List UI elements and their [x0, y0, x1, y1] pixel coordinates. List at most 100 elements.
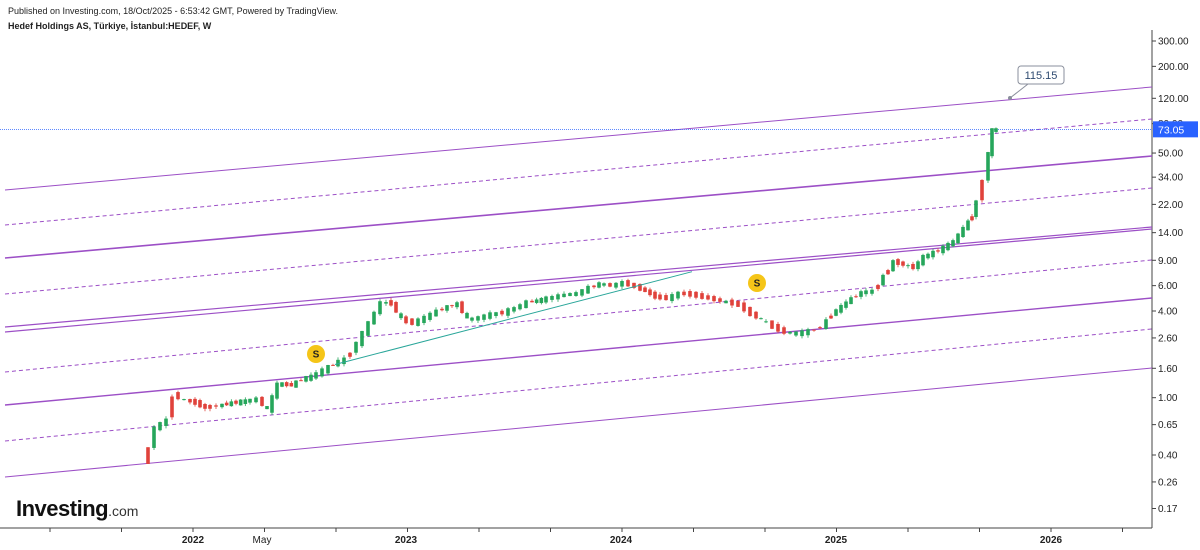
candle: [534, 297, 539, 305]
y-tick-label: 9.00: [1158, 256, 1178, 267]
candle: [580, 289, 584, 298]
candle-body: [664, 295, 668, 301]
candle: [921, 253, 925, 267]
candle-body: [320, 368, 324, 377]
candle: [500, 309, 504, 317]
candle: [331, 363, 335, 366]
candle-body: [530, 300, 534, 303]
candle: [539, 297, 544, 305]
y-tick-label: 22.00: [1158, 200, 1183, 211]
candle: [506, 307, 510, 319]
candle-body: [512, 307, 516, 312]
candle: [544, 295, 548, 305]
channel-line: [4, 367, 1153, 478]
trend-line: [334, 271, 693, 365]
candle: [170, 394, 174, 420]
candle: [326, 364, 330, 376]
candle-body: [643, 287, 647, 293]
candle-body: [700, 293, 704, 299]
candle: [951, 238, 955, 248]
candle: [736, 300, 740, 307]
candle-body: [445, 305, 449, 311]
candle-body: [470, 317, 474, 321]
candle-body: [941, 245, 945, 254]
candle-body: [824, 319, 828, 329]
candle: [220, 403, 224, 409]
candle-body: [270, 395, 274, 413]
candle: [524, 299, 528, 309]
candle: [911, 261, 915, 271]
candle: [946, 241, 950, 252]
candle: [275, 380, 279, 401]
candle-body: [410, 318, 414, 325]
target-label: 115.15: [1025, 70, 1058, 82]
candle-body: [620, 281, 624, 287]
y-tick-label: 4.00: [1158, 306, 1178, 317]
candle: [602, 282, 606, 288]
x-tick-label: 2026: [1040, 535, 1063, 546]
candle: [794, 331, 798, 337]
candle-body: [500, 310, 504, 315]
candle: [494, 311, 498, 319]
candle: [158, 421, 162, 432]
channel-line: [4, 155, 1153, 259]
candle: [372, 310, 376, 326]
candle: [488, 310, 492, 321]
candle-body: [336, 359, 340, 367]
candle-body: [465, 312, 469, 319]
channel-midline: [4, 328, 1153, 442]
candle: [891, 259, 895, 273]
x-axis: 2022 May 2023 2024 2025 2026: [0, 527, 1152, 546]
signal-marker: S: [748, 274, 766, 292]
candle: [906, 263, 910, 269]
candle-body: [384, 302, 388, 304]
candle: [980, 179, 984, 203]
candle: [688, 289, 692, 299]
candle-body: [198, 400, 202, 408]
candle: [614, 282, 618, 290]
candle-body: [234, 400, 238, 404]
investing-logo: Investing.com: [16, 496, 138, 522]
candle-body: [518, 304, 522, 310]
candle: [742, 300, 746, 313]
candle: [304, 375, 308, 383]
target-box: [1017, 65, 1065, 85]
candle: [450, 304, 454, 309]
candle: [632, 282, 636, 290]
candle-body: [203, 403, 207, 409]
candle-body: [916, 261, 920, 270]
candle-body: [776, 323, 780, 332]
candle: [260, 395, 264, 407]
target-callout: 115.15: [1008, 65, 1065, 100]
candle: [214, 403, 218, 410]
target-connector: [1009, 83, 1029, 99]
candle-body: [378, 301, 382, 315]
y-tick-label: 0.17: [1158, 504, 1178, 515]
candle-body: [214, 405, 218, 407]
candle: [748, 306, 752, 317]
candle: [229, 399, 234, 407]
candle: [399, 312, 403, 321]
candle: [465, 311, 469, 319]
candle: [182, 398, 186, 401]
candle: [994, 127, 998, 134]
candle-body: [224, 402, 229, 406]
candle-body: [524, 300, 528, 309]
signal-marker-circle: [307, 345, 325, 363]
candle-body: [724, 300, 728, 304]
candle-body: [243, 399, 248, 404]
candle: [653, 290, 657, 301]
candle: [556, 292, 560, 302]
y-axis: 300.00200.00120.0080.0050.0034.0022.0014…: [1151, 30, 1189, 528]
candle-body: [608, 283, 612, 287]
candle: [280, 382, 284, 388]
candle-body: [482, 314, 486, 320]
candle-body: [901, 261, 905, 266]
candle-body: [556, 294, 560, 300]
channel-midline: [4, 259, 1153, 373]
candle-body: [834, 309, 838, 316]
candle: [445, 304, 449, 313]
candle: [941, 244, 945, 256]
candle: [198, 398, 202, 409]
